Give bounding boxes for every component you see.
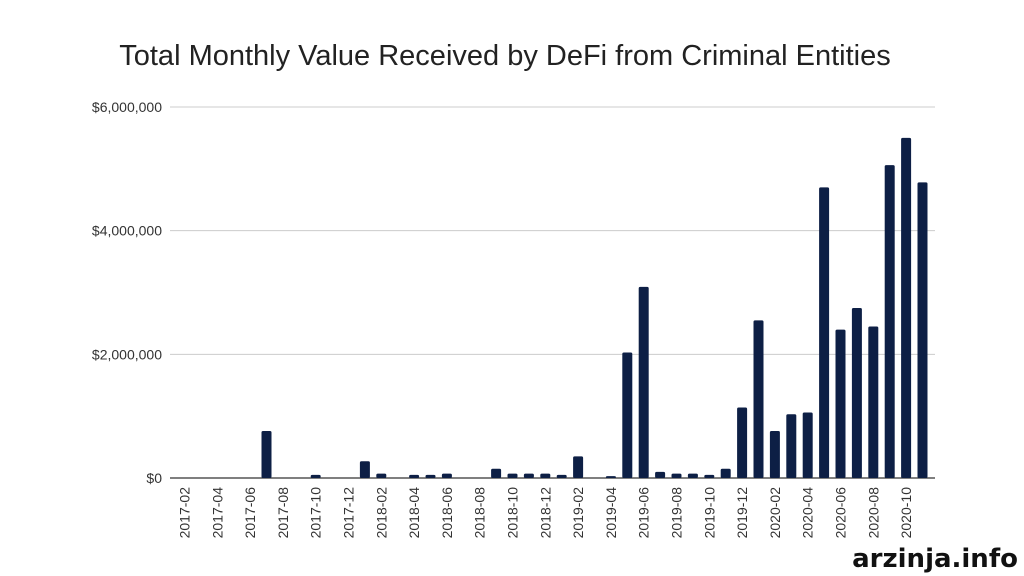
bar-2020-02 xyxy=(769,431,780,478)
x-tick-label: 2018-08 xyxy=(472,487,488,539)
x-tick-label: 2020-06 xyxy=(833,487,849,539)
bar-2018-05 xyxy=(425,474,436,478)
x-tick-label: 2017-02 xyxy=(177,487,193,539)
bar-2019-01 xyxy=(556,474,567,478)
x-tick-label: 2020-10 xyxy=(898,487,914,539)
grid-lines xyxy=(170,106,935,479)
bar-2020-08 xyxy=(868,326,879,478)
x-tick-label: 2018-06 xyxy=(439,487,455,539)
bar-2018-11 xyxy=(523,473,534,478)
x-tick-label: 2017-10 xyxy=(308,487,324,539)
x-tick-label: 2019-10 xyxy=(701,487,717,539)
bar-2018-02 xyxy=(376,473,387,478)
x-tick-label: 2019-08 xyxy=(669,487,685,539)
y-axis-ticks: $6,000,000 $4,000,000 $2,000,000 $0 xyxy=(92,99,162,486)
y-tick-label: $0 xyxy=(146,470,162,486)
x-tick-label: 2018-04 xyxy=(406,487,422,539)
bar-2019-02 xyxy=(573,456,584,478)
bar-2019-05 xyxy=(622,352,633,478)
bar-2020-06 xyxy=(835,329,846,478)
bar-2019-06 xyxy=(638,286,649,478)
watermark: arzinja.info xyxy=(852,544,1018,574)
x-tick-label: 2020-08 xyxy=(865,487,881,539)
bar-2019-12 xyxy=(737,407,748,478)
x-tick-label: 2019-02 xyxy=(570,487,586,539)
x-tick-label: 2018-10 xyxy=(505,487,521,539)
x-tick-label: 2020-04 xyxy=(800,487,816,539)
x-tick-label: 2017-12 xyxy=(341,487,357,539)
bars xyxy=(261,137,928,479)
bar-2020-03 xyxy=(786,414,797,478)
x-tick-label: 2019-04 xyxy=(603,487,619,539)
bar-2018-12 xyxy=(540,473,551,478)
bar-2018-06 xyxy=(441,473,452,478)
x-tick-label: 2017-04 xyxy=(209,487,225,539)
x-axis-ticks: 2017-02 2017-04 2017-06 2017-08 2017-10 2017-… xyxy=(177,487,915,539)
x-tick-label: 2019-12 xyxy=(734,487,750,539)
chart-title: Total Monthly Value Received by DeFi fro… xyxy=(119,40,891,72)
bar-2019-11 xyxy=(720,468,731,478)
bar-2019-09 xyxy=(687,473,698,478)
bar-2020-01 xyxy=(753,320,764,478)
bar-2020-05 xyxy=(819,187,830,478)
x-tick-label: 2018-12 xyxy=(537,487,553,539)
bar-2018-10 xyxy=(507,473,518,478)
bar-2020-04 xyxy=(802,412,813,478)
x-tick-label: 2019-06 xyxy=(636,487,652,539)
bar-2020-09 xyxy=(884,165,895,478)
bar-2019-07 xyxy=(655,471,666,478)
bar-2020-10 xyxy=(901,137,912,478)
bar-2018-01 xyxy=(359,461,370,478)
x-tick-label: 2018-02 xyxy=(373,487,389,539)
bar-2017-10 xyxy=(310,474,321,478)
x-tick-label: 2017-06 xyxy=(242,487,258,539)
y-tick-label: $6,000,000 xyxy=(92,99,162,115)
bar-2017-07 xyxy=(261,431,272,478)
x-tick-label: 2017-08 xyxy=(275,487,291,539)
bar-2019-10 xyxy=(704,474,715,478)
bar-2020-11 xyxy=(917,182,928,479)
bar-2019-04 xyxy=(605,476,616,478)
y-tick-label: $4,000,000 xyxy=(92,223,162,239)
bar-2018-04 xyxy=(409,474,420,478)
y-tick-label: $2,000,000 xyxy=(92,346,162,362)
x-tick-label: 2020-02 xyxy=(767,487,783,539)
bar-2018-09 xyxy=(491,468,502,478)
bar-2019-08 xyxy=(671,473,682,478)
bar-2020-07 xyxy=(851,307,862,478)
